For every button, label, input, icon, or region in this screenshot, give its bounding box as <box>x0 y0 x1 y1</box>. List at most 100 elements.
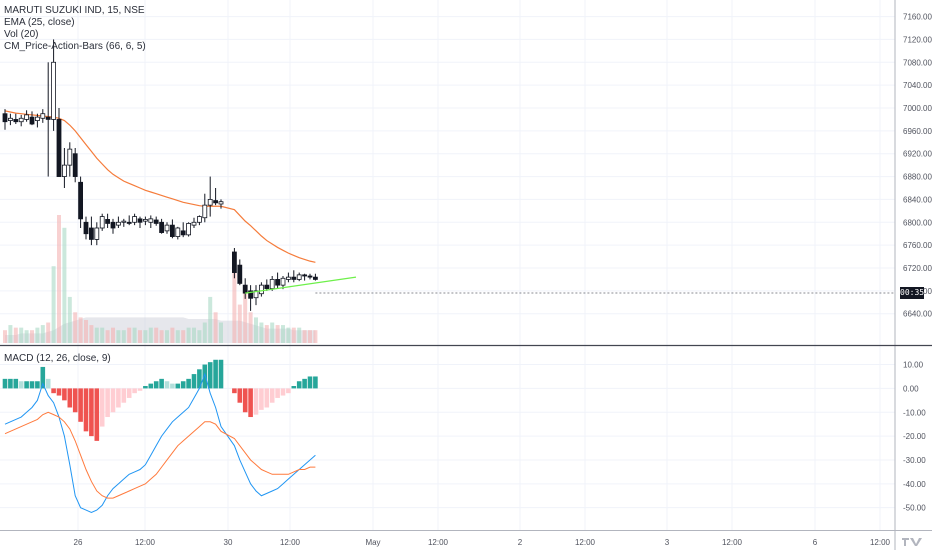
x-tick-label: 12:00 <box>280 538 301 547</box>
volume-bar <box>143 330 148 343</box>
y-tick-label: 6760.00 <box>903 241 932 250</box>
symbol-title[interactable]: MARUTI SUZUKI IND, 15, NSE <box>4 5 145 16</box>
volume-bar <box>67 296 72 343</box>
y-tick-label: 6800.00 <box>903 218 932 227</box>
volume-bar <box>291 327 296 343</box>
volume-bar <box>73 312 78 343</box>
candle-body <box>302 274 308 277</box>
volume-bar <box>232 266 237 343</box>
macd-histogram-bar <box>40 366 46 389</box>
candle-body <box>99 216 105 229</box>
price-pane[interactable] <box>2 39 895 343</box>
volume-bar <box>89 325 94 343</box>
macd-legend[interactable]: MACD (12, 26, close, 9) <box>4 353 111 364</box>
candle-body <box>18 117 24 123</box>
candle-body <box>126 221 132 224</box>
macd-y-tick-label: -10.00 <box>903 408 926 417</box>
candle-body <box>291 276 297 280</box>
candle-body <box>105 219 110 224</box>
volume-bar <box>51 266 56 343</box>
candle-body <box>132 216 138 223</box>
macd-histogram-bar <box>62 388 67 401</box>
candle-body <box>78 181 83 220</box>
candle-body <box>153 219 159 224</box>
x-tick-label: 12:00 <box>135 538 156 547</box>
x-tick-label: 3 <box>665 538 670 547</box>
macd-histogram-bar <box>94 388 100 441</box>
x-tick-label: 12:00 <box>428 538 449 547</box>
volume-bar <box>286 327 291 343</box>
macd-histogram-bar <box>313 376 318 389</box>
y-tick-label: 7160.00 <box>903 13 932 22</box>
volume-legend[interactable]: Vol (20) <box>4 29 39 40</box>
candle-body <box>2 113 8 123</box>
macd-pane[interactable] <box>2 359 318 514</box>
x-tick-label: 2 <box>518 538 523 547</box>
candle-body <box>202 204 208 219</box>
candle-body <box>191 221 197 226</box>
volume-bar <box>237 304 242 343</box>
candle-body <box>72 153 78 177</box>
volume-bar <box>57 215 61 343</box>
macd-histogram-bar <box>121 388 127 403</box>
macd-histogram-bar <box>242 388 248 413</box>
macd-histogram-bar <box>132 388 137 394</box>
volume-bar <box>132 327 137 343</box>
volume-bar <box>165 330 169 343</box>
macd-histogram-bar <box>8 378 13 389</box>
volume-bar <box>84 319 88 343</box>
x-tick-label: 6 <box>813 538 818 547</box>
macd-histogram-bar <box>45 378 51 389</box>
macd-histogram-bar <box>164 381 170 389</box>
volume-bar <box>13 327 18 343</box>
volume-bar <box>275 325 280 343</box>
macd-histogram-bar <box>280 388 286 396</box>
macd-histogram-bar <box>302 378 307 389</box>
grid-lines <box>0 0 895 530</box>
macd-histogram-bar <box>218 359 224 389</box>
candle-body <box>159 221 165 233</box>
candle-body <box>169 224 175 237</box>
ema-legend[interactable]: EMA (25, close) <box>4 17 75 28</box>
candle-body <box>275 279 281 286</box>
volume-bar <box>264 325 269 343</box>
price-action-legend[interactable]: CM_Price-Action-Bars (66, 6, 5) <box>4 41 146 52</box>
macd-histogram-bar <box>137 388 143 391</box>
macd-histogram-bar <box>159 378 164 389</box>
macd-histogram-bar <box>237 388 243 403</box>
candle-body <box>207 199 213 206</box>
tradingview-logo-icon[interactable] <box>900 535 926 547</box>
volume-bar <box>154 327 159 343</box>
macd-histogram-bar <box>51 388 56 394</box>
candle-body <box>213 200 219 204</box>
volume-bar <box>213 312 218 343</box>
volume-bar <box>40 325 45 343</box>
macd-histogram-bar <box>72 388 78 413</box>
volume-bar <box>208 296 213 343</box>
y-tick-label: 6880.00 <box>903 173 932 182</box>
volume-bar <box>270 322 275 343</box>
volume-bar <box>78 317 83 343</box>
macd-histogram-bar <box>2 378 8 389</box>
macd-y-tick-label: -30.00 <box>903 456 926 465</box>
candle-body <box>196 216 202 223</box>
candle-body <box>110 221 116 229</box>
last-price-badge: 00:35 <box>900 287 925 299</box>
volume-bar <box>281 325 285 343</box>
macd-y-tick-label: -50.00 <box>903 504 926 513</box>
macd-histogram-bar <box>248 388 253 418</box>
candle-body <box>7 117 13 121</box>
volume-bar <box>170 327 175 343</box>
macd-histogram-bar <box>153 381 159 389</box>
volume-bar <box>19 327 24 343</box>
candle-body <box>242 284 248 294</box>
macd-histogram-bar <box>191 374 197 389</box>
candle-body <box>29 116 35 125</box>
candle-body <box>94 227 100 240</box>
x-tick-label: 12:00 <box>575 538 596 547</box>
macd-histogram-bar <box>259 388 264 410</box>
x-tick-label: May <box>365 538 380 547</box>
candle-body <box>24 114 30 120</box>
